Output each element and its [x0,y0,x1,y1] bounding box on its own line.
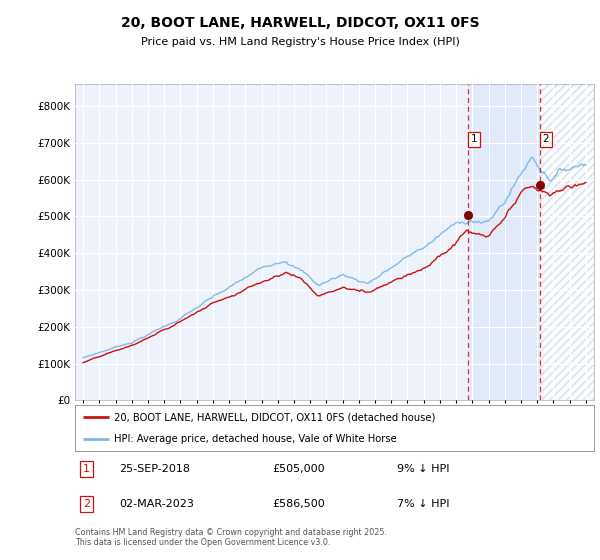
Text: Price paid vs. HM Land Registry's House Price Index (HPI): Price paid vs. HM Land Registry's House … [140,37,460,47]
Bar [540,84,600,400]
Text: 25-SEP-2018: 25-SEP-2018 [119,464,190,474]
Text: HPI: Average price, detached house, Vale of White Horse: HPI: Average price, detached house, Vale… [114,435,397,444]
Text: 20, BOOT LANE, HARWELL, DIDCOT, OX11 0FS: 20, BOOT LANE, HARWELL, DIDCOT, OX11 0FS [121,16,479,30]
Bar [468,84,540,400]
Text: 1: 1 [470,134,477,144]
Bar [540,84,600,400]
Text: £586,500: £586,500 [272,499,325,509]
Text: 20, BOOT LANE, HARWELL, DIDCOT, OX11 0FS (detached house): 20, BOOT LANE, HARWELL, DIDCOT, OX11 0FS… [114,412,436,422]
Text: 7% ↓ HPI: 7% ↓ HPI [397,499,449,509]
Text: £505,000: £505,000 [272,464,325,474]
Text: 02-MAR-2023: 02-MAR-2023 [119,499,194,509]
Text: 2: 2 [542,134,549,144]
Text: 1: 1 [83,464,90,474]
Text: 2: 2 [83,499,90,509]
Text: Contains HM Land Registry data © Crown copyright and database right 2025.
This d: Contains HM Land Registry data © Crown c… [75,528,387,547]
Text: 9% ↓ HPI: 9% ↓ HPI [397,464,449,474]
